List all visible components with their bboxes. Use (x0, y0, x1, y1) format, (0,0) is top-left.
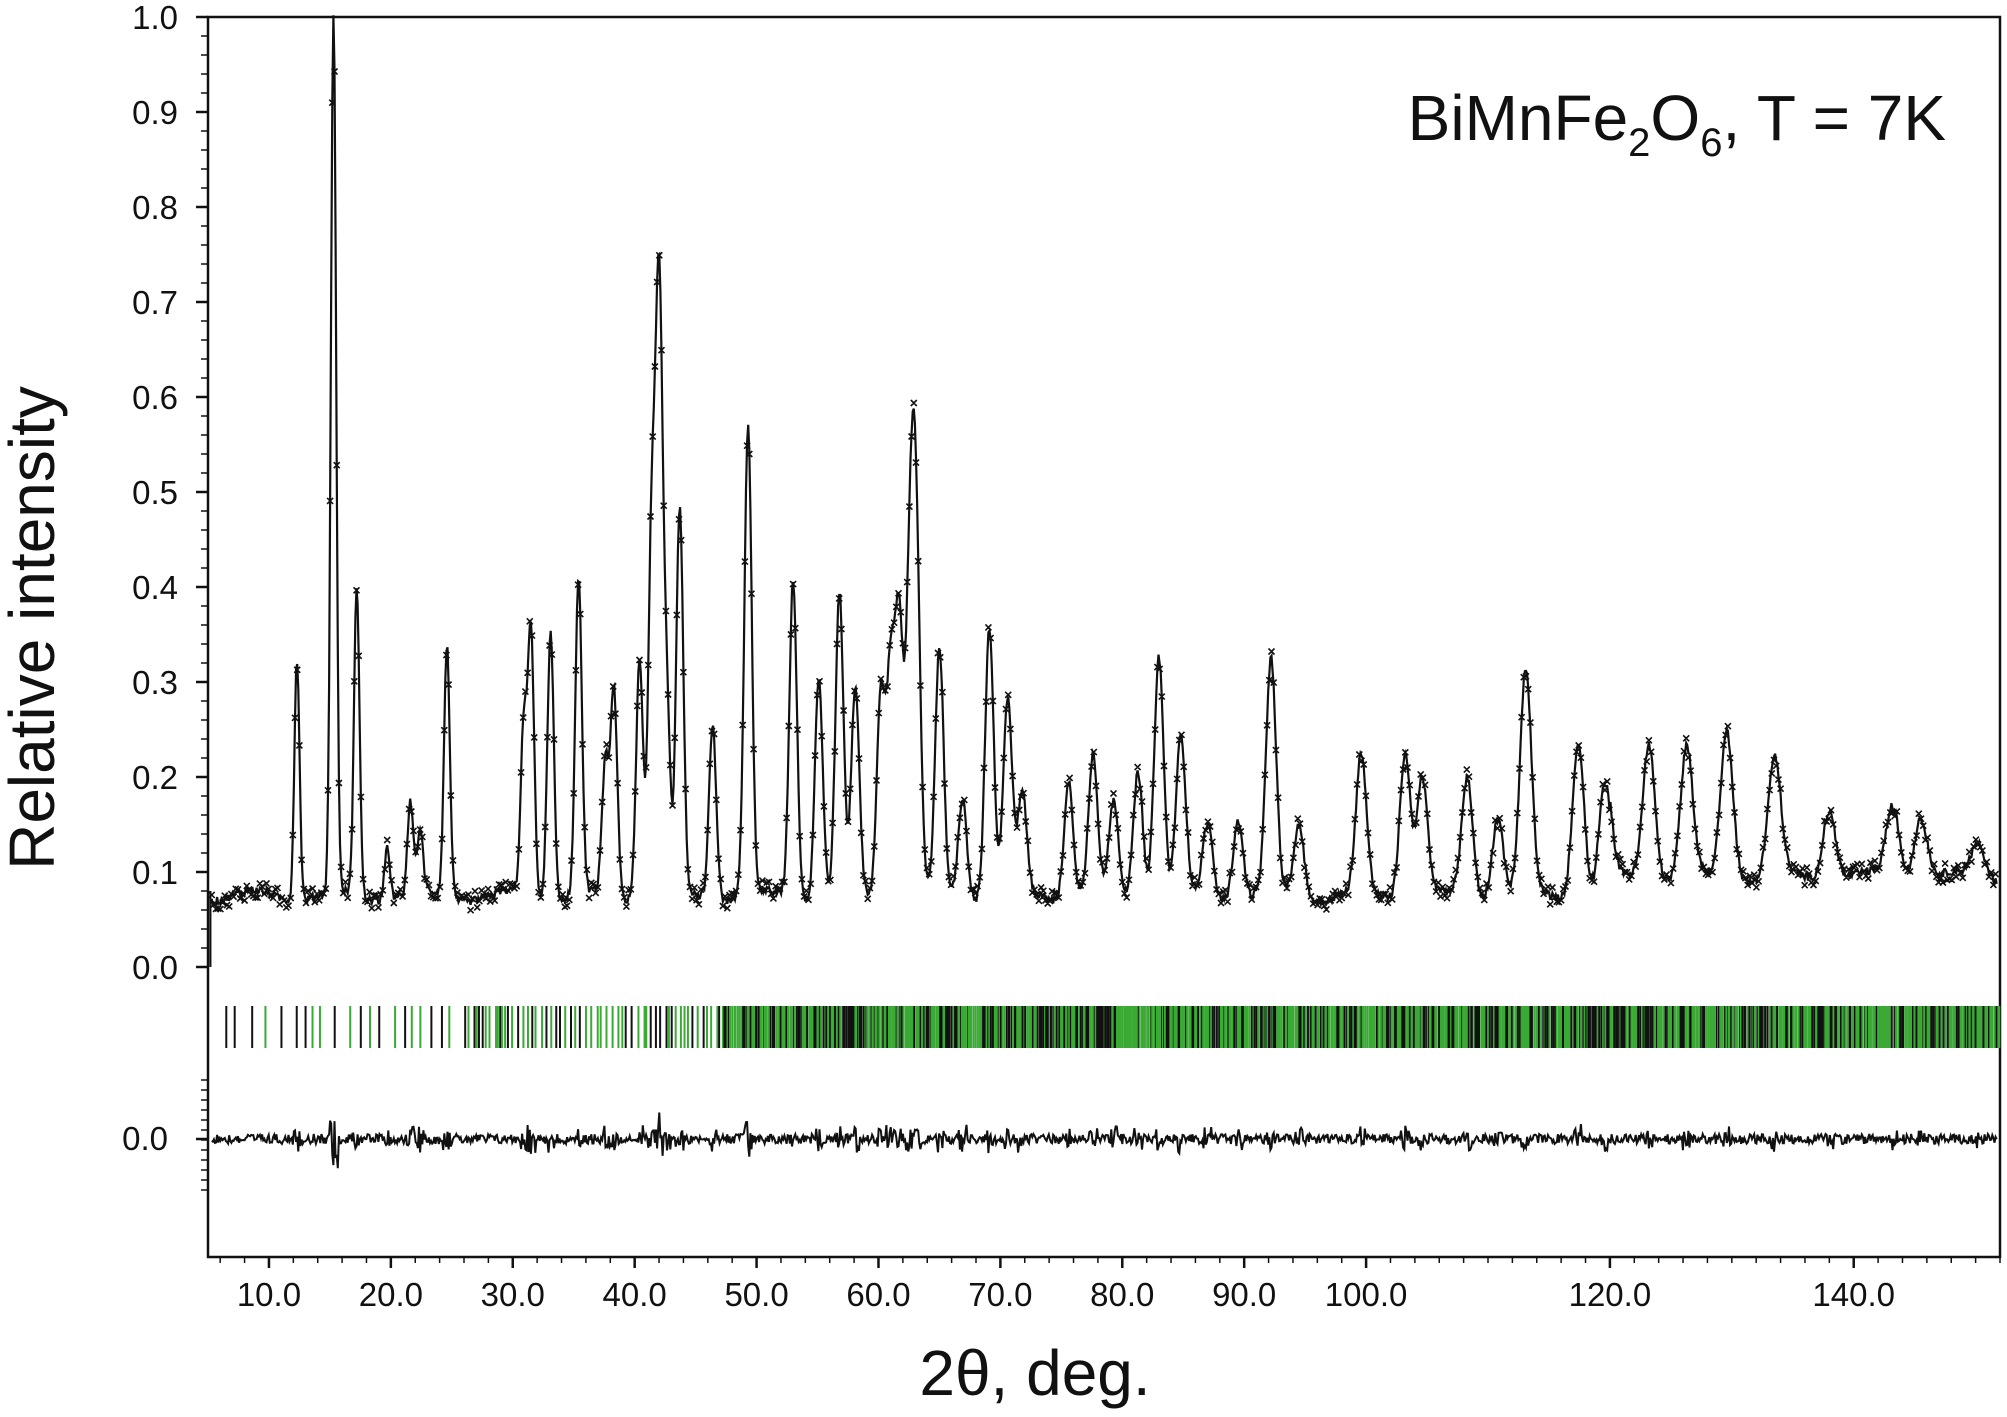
x-axis-title: 2θ, deg. (919, 1337, 1150, 1409)
annotation-sub1: 2 (1628, 121, 1650, 165)
y-tick-label: 0.9 (132, 94, 178, 131)
annotation-tail: , T = 7K (1722, 82, 1946, 154)
difference-zero-label: 0.0 (122, 1120, 168, 1157)
axis-ticks: 10.0 20.0 30.0 40.0 50.0 60.0 70.0 80.0 90.0 100.… (132, 0, 2001, 1313)
x-tick-label: 100.0 (1325, 1276, 1408, 1313)
x-tick-label: 80.0 (1090, 1276, 1154, 1313)
y-tick-label: 0.0 (132, 949, 178, 986)
y-tick-label: 0.5 (132, 474, 178, 511)
plot-frame (206, 15, 2002, 1259)
x-tick-label: 60.0 (846, 1276, 910, 1313)
x-tick-label: 40.0 (603, 1276, 667, 1313)
x-tick-label: 50.0 (724, 1276, 788, 1313)
pattern-curves (208, 15, 2000, 1169)
x-tick-label: 10.0 (237, 1276, 301, 1313)
annotation-sub2: 6 (1700, 121, 1722, 165)
x-tick-label: 140.0 (1812, 1276, 1895, 1313)
x-tick-label: 120.0 (1569, 1276, 1652, 1313)
annotation-formula: BiMnFe (1408, 82, 1629, 154)
difference-curve (211, 1112, 1998, 1169)
x-tick-label: 90.0 (1212, 1276, 1276, 1313)
x-tick-label: 20.0 (359, 1276, 423, 1313)
y-tick-label: 1.0 (132, 0, 178, 36)
x-tick-label: 70.0 (968, 1276, 1032, 1313)
y-tick-label: 0.2 (132, 759, 178, 796)
observed-points (208, 67, 2000, 914)
sample-annotation: BiMnFe2O6, T = 7K (1408, 82, 1946, 165)
y-tick-label: 0.6 (132, 379, 178, 416)
y-axis-title: Relative intensity (0, 386, 68, 870)
reflection-markers (225, 1006, 2001, 1048)
y-tick-label: 0.4 (132, 569, 178, 606)
y-tick-label: 0.7 (132, 284, 178, 321)
y-tick-label: 0.8 (132, 189, 178, 226)
annotation-mid: O (1650, 82, 1700, 154)
y-tick-label: 0.3 (132, 664, 178, 701)
y-tick-label: 0.1 (132, 854, 178, 891)
x-tick-label: 30.0 (481, 1276, 545, 1313)
